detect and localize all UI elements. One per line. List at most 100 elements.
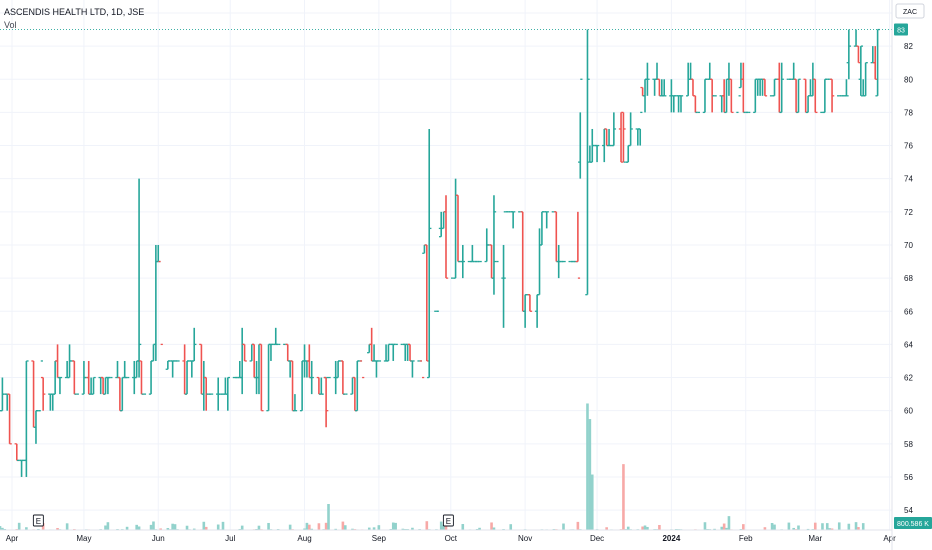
ohlc-bar [136, 178, 142, 378]
x-tick-label: Dec [590, 534, 604, 543]
ohlc-bar [585, 29, 590, 296]
ohlc-bar [201, 360, 207, 411]
ohlc-bar [419, 360, 425, 379]
ohlc-bar [846, 29, 852, 80]
volume-bar [221, 521, 225, 530]
volume-bar [713, 528, 716, 530]
ohlc-bar [403, 343, 408, 361]
y-tick-label: 72 [904, 208, 913, 217]
volume-bar [173, 524, 177, 530]
ohlc-bar [319, 377, 324, 395]
ohlc-bar [427, 128, 432, 379]
volume-bar [303, 528, 306, 530]
volume-bar [334, 528, 337, 530]
y-tick-label: 54 [904, 506, 913, 515]
ohlc-bar [719, 95, 724, 113]
volume-bar [854, 522, 858, 530]
ohlc-bar [491, 195, 497, 295]
ohlc-bar [117, 376, 123, 412]
y-tick-label: 64 [904, 340, 913, 349]
ohlc-bar [88, 377, 94, 395]
ohlc-bar [223, 377, 228, 395]
ohlc-bar [455, 194, 461, 263]
volume-bar [425, 521, 429, 530]
ohlc-bar [501, 244, 506, 328]
ohlc-bar [122, 360, 127, 379]
volume-bar [41, 523, 45, 530]
x-tick-label: Sep [372, 534, 387, 543]
ohlc-bar [50, 393, 55, 411]
ohlc-bar [103, 376, 108, 395]
x-tick-label: Apr [6, 534, 19, 543]
volume-bar [216, 524, 220, 530]
ohlc-bar [652, 78, 657, 96]
volume-bar [861, 523, 865, 530]
ohlc-bar [156, 244, 161, 263]
ohlc-bar [762, 78, 768, 97]
ohlc-bar [158, 260, 163, 346]
volume-bar [394, 522, 397, 530]
volume-bar [310, 528, 314, 530]
volume-bar [658, 524, 661, 530]
ohlc-bar [606, 128, 612, 147]
x-tick-label: Oct [445, 534, 458, 543]
ohlc-bar [335, 360, 341, 379]
ohlc-bar [134, 360, 139, 379]
ohlc-bar [443, 195, 449, 279]
y-tick-label: 80 [904, 75, 913, 84]
ohlc-bar [707, 62, 712, 80]
ohlc-bar [863, 62, 868, 97]
ohlc-bar [259, 343, 264, 412]
ohlc-bar [48, 393, 53, 411]
ohlc-bar [470, 244, 475, 263]
ohlc-bar [316, 376, 322, 395]
volume-tag-box [894, 517, 932, 529]
ohlc-bar [635, 128, 641, 146]
chart-legend: ASCENDIS HEALTH LTD, 1D, JSE Vol [4, 6, 144, 32]
y-tick-label: 78 [904, 108, 913, 117]
currency-badge-box [895, 3, 925, 19]
ohlc-bar [237, 360, 242, 379]
ohlc-bar [439, 211, 444, 238]
ohlc-bar [594, 144, 600, 163]
ohlc-bar [386, 343, 391, 362]
ohlc-bar [489, 244, 494, 279]
volume-bar [104, 525, 107, 530]
volume-bar [490, 522, 493, 530]
ohlc-bar [422, 244, 427, 254]
ohlc-bar [803, 78, 808, 114]
earnings-marker[interactable]: E [32, 514, 44, 527]
volume-bar [828, 528, 831, 530]
ohlc-bar [323, 376, 329, 428]
earnings-marker-label: E [446, 517, 451, 526]
y-tick-label: 56 [904, 473, 913, 482]
ohlc-bar [371, 344, 377, 362]
volume-bar [166, 528, 170, 530]
ohlc-bar [441, 211, 446, 230]
ohlc-bar [808, 79, 813, 97]
ohlc-bar [844, 79, 849, 97]
earnings-marker-box [32, 514, 44, 527]
ohlc-bar [57, 376, 63, 395]
volume-bar [806, 528, 810, 530]
ohlc-bar [813, 78, 818, 114]
volume-bar [171, 523, 174, 530]
ohlc-bar [793, 78, 799, 114]
volume-layer [0, 403, 879, 530]
ohlc-bar [853, 29, 859, 47]
ohlc-bar [779, 62, 784, 114]
earnings-marker[interactable]: E [442, 514, 454, 527]
x-tick-label: 2024 [662, 534, 680, 543]
ohlc-bar [268, 343, 274, 361]
symbol-title: ASCENDIS HEALTH LTD, 1D, JSE [4, 7, 145, 17]
ohlc-bar [31, 360, 36, 428]
ohlc-bar [671, 95, 676, 113]
ohlc-bar [537, 228, 542, 296]
volume-bar [725, 527, 728, 530]
ohlc-bar [436, 227, 442, 312]
ohlc-bar [510, 211, 516, 229]
volume-bar [267, 522, 270, 530]
